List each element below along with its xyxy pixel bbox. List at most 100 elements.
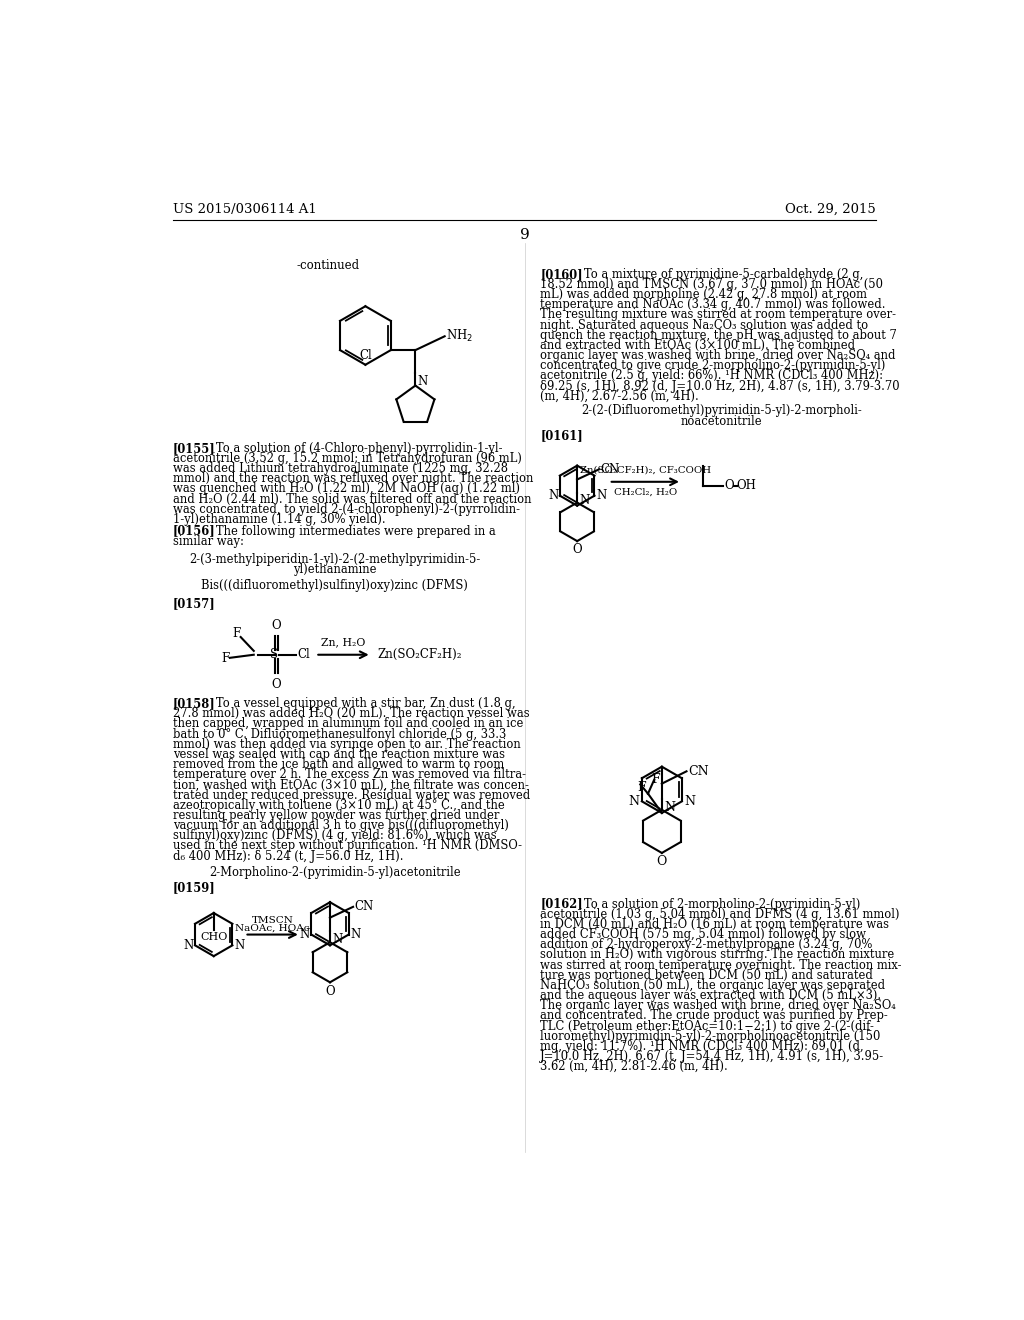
Text: To a solution of 2-morpholino-2-(pyrimidin-5-yl): To a solution of 2-morpholino-2-(pyrimid… [572,898,860,911]
Text: N: N [333,933,343,946]
Text: 18.52 mmol) and TMSCN (3.67 g, 37.0 mmol) in HOAc (50: 18.52 mmol) and TMSCN (3.67 g, 37.0 mmol… [541,279,883,290]
Text: F: F [651,774,660,787]
Text: Zn(SO₂CF₂H)₂, CF₃COOH: Zn(SO₂CF₂H)₂, CF₃COOH [580,465,711,474]
Text: 1-yl)ethanamine (1.14 g, 30% yield).: 1-yl)ethanamine (1.14 g, 30% yield). [173,513,385,525]
Text: F: F [231,627,241,640]
Text: TLC (Petroleum ether:EtOAc=10:1−2:1) to give 2-(2-(dif-: TLC (Petroleum ether:EtOAc=10:1−2:1) to … [541,1019,874,1032]
Text: CN: CN [600,463,620,477]
Text: [0159]: [0159] [173,880,216,894]
Text: N: N [665,800,675,813]
Text: 3.62 (m, 4H), 2.81-2.46 (m, 4H).: 3.62 (m, 4H), 2.81-2.46 (m, 4H). [541,1060,728,1073]
Text: To a solution of (4-Chloro-phenyl)-pyrrolidin-1-yl-: To a solution of (4-Chloro-phenyl)-pyrro… [205,442,503,455]
Text: and H₂O (2.44 ml). The solid was filtered off and the reaction: and H₂O (2.44 ml). The solid was filtere… [173,492,531,506]
Text: N: N [183,939,194,952]
Text: NH$_2$: NH$_2$ [446,329,473,345]
Text: d₆ 400 MHz): δ 5.24 (t, J=56.0 Hz, 1H).: d₆ 400 MHz): δ 5.24 (t, J=56.0 Hz, 1H). [173,850,403,862]
Text: OH: OH [736,479,757,492]
Text: The organic layer was washed with brine, dried over Na₂SO₄: The organic layer was washed with brine,… [541,999,896,1012]
Text: [0157]: [0157] [173,597,216,610]
Text: The resulting mixture was stirred at room temperature over-: The resulting mixture was stirred at roo… [541,309,896,321]
Text: NaOAc, HOAc: NaOAc, HOAc [236,924,310,933]
Text: noacetonitrile: noacetonitrile [681,414,763,428]
Text: 2-Morpholino-2-(pyrimidin-5-yl)acetonitrile: 2-Morpholino-2-(pyrimidin-5-yl)acetonitr… [209,866,461,879]
Text: [0161]: [0161] [541,429,583,442]
Text: 2-(2-(Difluoromethyl)pyrimidin-5-yl)-2-morpholi-: 2-(2-(Difluoromethyl)pyrimidin-5-yl)-2-m… [582,404,862,417]
Text: quench the reaction mixture, the pH was adjusted to about 7: quench the reaction mixture, the pH was … [541,329,897,342]
Text: N: N [684,795,695,808]
Text: TMSCN: TMSCN [252,916,294,925]
Text: removed from the ice bath and allowed to warm to room: removed from the ice bath and allowed to… [173,758,504,771]
Text: trated under reduced pressure. Residual water was removed: trated under reduced pressure. Residual … [173,788,530,801]
Text: To a vessel equipped with a stir bar, Zn dust (1.8 g,: To a vessel equipped with a stir bar, Zn… [205,697,516,710]
Text: was added Lithium tetrahydroaluminate (1225 mg, 32.28: was added Lithium tetrahydroaluminate (1… [173,462,508,475]
Text: then capped, wrapped in aluminum foil and cooled in an ice: then capped, wrapped in aluminum foil an… [173,718,523,730]
Text: O: O [724,479,734,492]
Text: The following intermediates were prepared in a: The following intermediates were prepare… [205,524,496,537]
Text: N: N [300,928,310,941]
Text: J=10.0 Hz, 2H), 6.67 (t, J=54.4 Hz, 1H), 4.91 (s, 1H), 3.95-: J=10.0 Hz, 2H), 6.67 (t, J=54.4 Hz, 1H),… [541,1051,885,1063]
Text: US 2015/0306114 A1: US 2015/0306114 A1 [173,203,316,216]
Text: added CF₃COOH (575 mg, 5.04 mmol) followed by slow: added CF₃COOH (575 mg, 5.04 mmol) follow… [541,928,866,941]
Text: Bis(((difluoromethyl)sulfinyl)oxy)zinc (DFMS): Bis(((difluoromethyl)sulfinyl)oxy)zinc (… [201,579,468,593]
Text: [0160]: [0160] [541,268,583,281]
Text: Cl: Cl [298,648,310,661]
Text: addition of 2-hydroperoxy-2-methylpropane (3.24 g, 70%: addition of 2-hydroperoxy-2-methylpropan… [541,939,872,952]
Text: [0156]: [0156] [173,524,216,537]
Text: (m, 4H), 2.67-2.56 (m, 4H).: (m, 4H), 2.67-2.56 (m, 4H). [541,389,699,403]
Text: O: O [572,544,582,557]
Text: acetonitrile (1.03 g, 5.04 mmol) and DFMS (4 g, 13.61 mmol): acetonitrile (1.03 g, 5.04 mmol) and DFM… [541,908,900,921]
Text: and the aqueous layer was extracted with DCM (5 mL×3).: and the aqueous layer was extracted with… [541,989,882,1002]
Text: N: N [580,494,590,507]
Text: temperature and NaOAc (3.34 g, 40.7 mmol) was followed.: temperature and NaOAc (3.34 g, 40.7 mmol… [541,298,886,312]
Text: ture was portioned between DCM (50 mL) and saturated: ture was portioned between DCM (50 mL) a… [541,969,873,982]
Text: temperature over 2 h. The excess Zn was removed via filtra-: temperature over 2 h. The excess Zn was … [173,768,526,781]
Text: S: S [270,648,279,661]
Text: acetonitrile (2.5 g, yield: 66%). ¹H NMR (CDCl₃ 400 MHz):: acetonitrile (2.5 g, yield: 66%). ¹H NMR… [541,370,883,383]
Text: and extracted with EtOAc (3×100 mL). The combined: and extracted with EtOAc (3×100 mL). The… [541,339,855,352]
Text: [0155]: [0155] [173,442,216,455]
Text: night. Saturated aqueous Na₂CO₃ solution was added to: night. Saturated aqueous Na₂CO₃ solution… [541,318,868,331]
Text: Zn(SO₂CF₂H)₂: Zn(SO₂CF₂H)₂ [378,648,462,661]
Text: N: N [418,375,428,388]
Text: in DCM (40 mL) and H₂O (16 mL) at room temperature was: in DCM (40 mL) and H₂O (16 mL) at room t… [541,917,889,931]
Text: azeotropically with toluene (3×10 mL) at 45° C., and the: azeotropically with toluene (3×10 mL) at… [173,799,505,812]
Text: F: F [221,652,229,665]
Text: O: O [271,619,281,632]
Text: was concentrated, to yield 2-(4-chlorophenyl)-2-(pyrrolidin-: was concentrated, to yield 2-(4-chloroph… [173,503,520,516]
Text: tion, washed with EtOAc (3×10 mL), the filtrate was concen-: tion, washed with EtOAc (3×10 mL), the f… [173,779,528,792]
Text: mL) was added morpholine (2.42 g, 27.8 mmol) at room: mL) was added morpholine (2.42 g, 27.8 m… [541,288,867,301]
Text: solution in H₂O) with vigorous stirring. The reaction mixture: solution in H₂O) with vigorous stirring.… [541,949,894,961]
Text: mmol) was then added via syringe open to air. The reaction: mmol) was then added via syringe open to… [173,738,520,751]
Text: bath to 0° C. Difluoromethanesulfonyl chloride (5 g, 33.3: bath to 0° C. Difluoromethanesulfonyl ch… [173,727,506,741]
Text: N: N [350,928,360,941]
Text: vessel was sealed with cap and the reaction mixture was: vessel was sealed with cap and the react… [173,748,505,760]
Text: O: O [326,985,335,998]
Text: resulting pearly yellow powder was further dried under: resulting pearly yellow powder was furth… [173,809,500,822]
Text: N: N [548,490,558,502]
Text: vacuum for an additional 3 h to give bis(((difluoromethyl): vacuum for an additional 3 h to give bis… [173,818,509,832]
Text: CN: CN [688,764,709,777]
Text: O: O [271,678,281,690]
Text: mg, yield: 11.7%). ¹H NMR (CDCl₃ 400 MHz): δ9.01 (d,: mg, yield: 11.7%). ¹H NMR (CDCl₃ 400 MHz… [541,1040,864,1053]
Text: -continued: -continued [296,259,359,272]
Text: To a mixture of pyrimidine-5-carbaldehyde (2 g,: To a mixture of pyrimidine-5-carbaldehyd… [572,268,863,281]
Text: Zn, H₂O: Zn, H₂O [322,638,366,647]
Text: N: N [629,795,640,808]
Text: yl)ethanamine: yl)ethanamine [293,562,377,576]
Text: N: N [596,490,606,502]
Text: concentrated to give crude 2-morpholino-2-(pyrimidin-5-yl): concentrated to give crude 2-morpholino-… [541,359,886,372]
Text: and concentrated. The crude product was purified by Prep-: and concentrated. The crude product was … [541,1010,888,1023]
Text: was stirred at room temperature overnight. The reaction mix-: was stirred at room temperature overnigh… [541,958,902,972]
Text: Oct. 29, 2015: Oct. 29, 2015 [785,203,876,216]
Text: 27.8 mmol) was added H₂O (20 mL). The reaction vessel was: 27.8 mmol) was added H₂O (20 mL). The re… [173,708,529,721]
Text: NaHCO₃ solution (50 mL), the organic layer was separated: NaHCO₃ solution (50 mL), the organic lay… [541,979,886,991]
Text: 2-(3-methylpiperidin-1-yl)-2-(2-methylpyrimidin-5-: 2-(3-methylpiperidin-1-yl)-2-(2-methylpy… [189,553,480,566]
Text: [0158]: [0158] [173,697,216,710]
Text: [0162]: [0162] [541,898,583,911]
Text: organic layer was washed with brine, dried over Na₂SO₄ and: organic layer was washed with brine, dri… [541,348,896,362]
Text: δ9.25 (s, 1H), 8.92 (d, J=10.0 Hz, 2H), 4.87 (s, 1H), 3.79-3.70: δ9.25 (s, 1H), 8.92 (d, J=10.0 Hz, 2H), … [541,380,900,392]
Text: mmol) and the reaction was refluxed over night. The reaction: mmol) and the reaction was refluxed over… [173,473,534,486]
Text: CN: CN [354,900,374,913]
Text: N: N [233,939,244,952]
Text: CH₂Cl₂, H₂O: CH₂Cl₂, H₂O [613,488,677,496]
